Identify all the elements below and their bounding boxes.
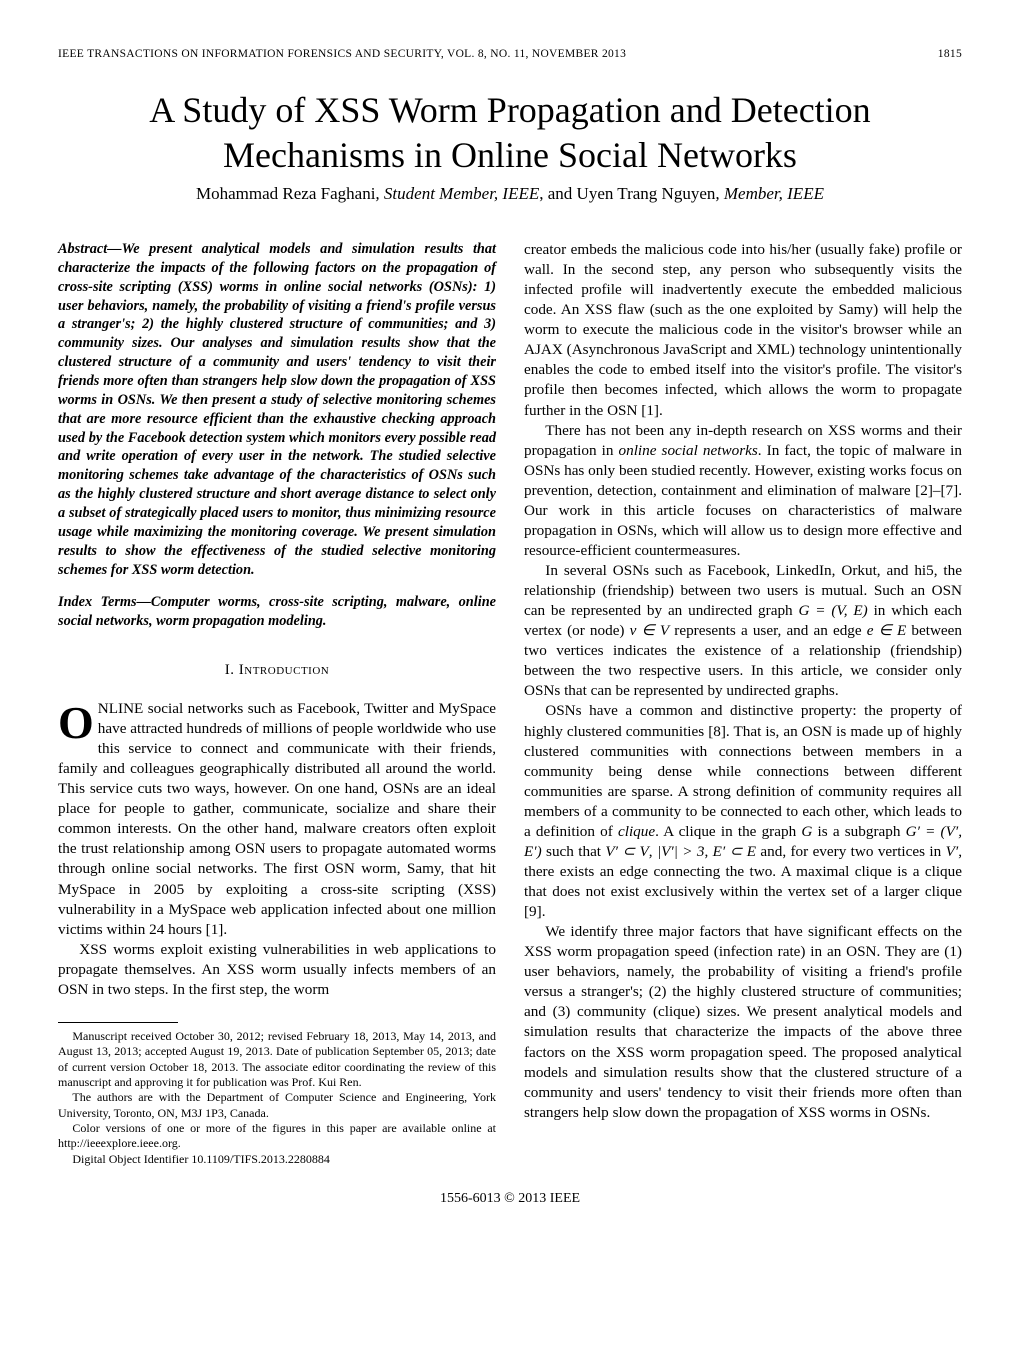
col2-p4f: and, for every two vertices in bbox=[756, 843, 946, 860]
col2-p4e: , bbox=[704, 843, 712, 860]
two-column-body: Abstract—We present analytical models an… bbox=[58, 240, 962, 1167]
col2-paragraph-5: We identify three major factors that hav… bbox=[524, 922, 962, 1123]
col2-paragraph-4: OSNs have a common and distinctive prope… bbox=[524, 701, 962, 922]
author-separator: , and bbox=[539, 184, 576, 203]
author-1-name: Mohammad Reza Faghani bbox=[196, 184, 375, 203]
abstract-block: Abstract—We present analytical models an… bbox=[58, 240, 496, 579]
col2-paragraph-2: There has not been any in-depth research… bbox=[524, 421, 962, 561]
col2-p4d: , bbox=[649, 843, 657, 860]
footnote-manuscript: Manuscript received October 30, 2012; re… bbox=[58, 1029, 496, 1090]
author-line: Mohammad Reza Faghani, Student Member, I… bbox=[58, 184, 962, 204]
col2-p2-text: There has not been any in-depth research… bbox=[524, 422, 962, 559]
footnote-affiliation: The authors are with the Department of C… bbox=[58, 1090, 496, 1121]
math-G: G bbox=[801, 823, 812, 840]
math-edge: e ∈ E bbox=[867, 622, 907, 639]
footnote-doi: Digital Object Identifier 10.1109/TIFS.2… bbox=[58, 1152, 496, 1167]
index-terms-label: Index Terms— bbox=[58, 594, 151, 610]
author-2-name: Uyen Trang Nguyen bbox=[577, 184, 716, 203]
running-head-page-number: 1815 bbox=[938, 48, 962, 60]
index-terms-block: Index Terms—Computer worms, cross-site s… bbox=[58, 593, 496, 631]
col2-paragraph-3: In several OSNs such as Facebook, Linked… bbox=[524, 561, 962, 701]
author-1-role: , Student Member, IEEE bbox=[375, 184, 539, 203]
math-graph-def: G = (V, E) bbox=[798, 602, 867, 619]
intro-paragraph-1: ONLINE social networks such as Facebook,… bbox=[58, 699, 496, 940]
math-Vprime-subset: V′ ⊂ V bbox=[605, 843, 648, 860]
intro-p1-text: NLINE social networks such as Facebook, … bbox=[58, 700, 496, 938]
col2-p4c: such that bbox=[542, 843, 606, 860]
title-line-1: A Study of XSS Worm Propagation and Dete… bbox=[149, 90, 870, 130]
math-Vprime: V′ bbox=[946, 843, 959, 860]
section-1-heading: I. Introduction bbox=[58, 661, 496, 681]
math-Vprime-size: |V′| > 3 bbox=[657, 843, 705, 860]
title-line-2: Mechanisms in Online Social Networks bbox=[223, 135, 797, 175]
math-vertex: v ∈ V bbox=[630, 622, 670, 639]
copyright-line: 1556-6013 © 2013 IEEE bbox=[58, 1191, 962, 1207]
intro-paragraph-2: XSS worms exploit existing vulnerabiliti… bbox=[58, 940, 496, 1000]
abstract-label: Abstract— bbox=[58, 241, 122, 257]
footnote-block: Manuscript received October 30, 2012; re… bbox=[58, 1022, 496, 1167]
footnotes: Manuscript received October 30, 2012; re… bbox=[58, 1029, 496, 1167]
math-Eprime-subset: E′ ⊂ E bbox=[713, 843, 756, 860]
article-title: A Study of XSS Worm Propagation and Dete… bbox=[58, 88, 962, 178]
page: IEEE TRANSACTIONS ON INFORMATION FORENSI… bbox=[0, 0, 1020, 1359]
footnote-color-versions: Color versions of one or more of the fig… bbox=[58, 1121, 496, 1152]
abstract-text: We present analytical models and simulat… bbox=[58, 241, 496, 578]
col2-paragraph-1: creator embeds the malicious code into h… bbox=[524, 240, 962, 421]
col2-p3c: represents a user, and an edge bbox=[669, 622, 867, 639]
dropcap-letter: O bbox=[58, 699, 98, 742]
col2-p4-text: OSNs have a common and distinctive prope… bbox=[524, 702, 962, 839]
footnote-rule bbox=[58, 1022, 178, 1023]
author-2-role: , Member, IEEE bbox=[715, 184, 824, 203]
running-head-left: IEEE TRANSACTIONS ON INFORMATION FORENSI… bbox=[58, 48, 626, 60]
col2-p4b: is a subgraph bbox=[812, 823, 905, 840]
running-head: IEEE TRANSACTIONS ON INFORMATION FORENSI… bbox=[58, 48, 962, 60]
